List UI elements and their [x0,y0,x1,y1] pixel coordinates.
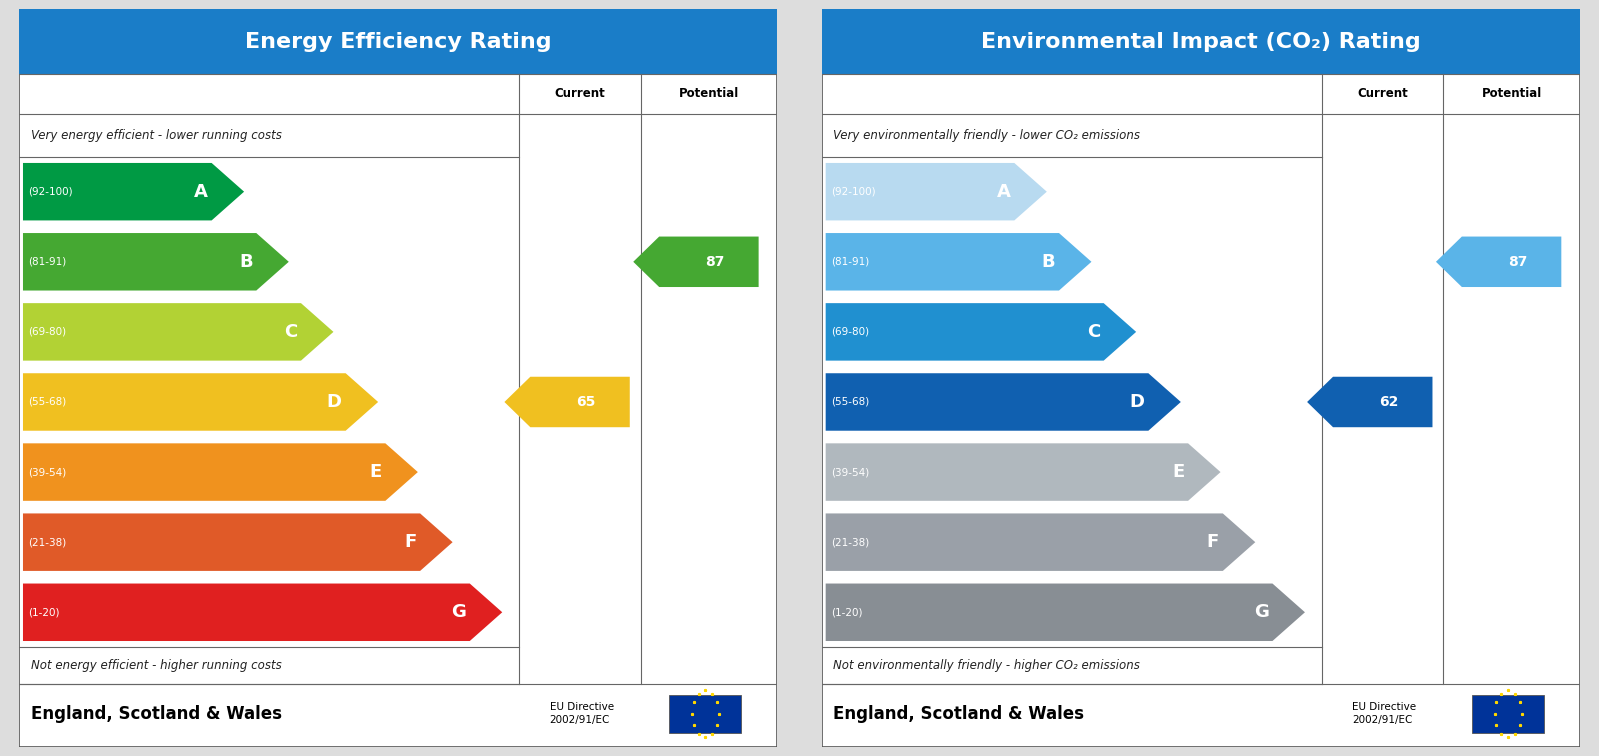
Polygon shape [22,513,453,571]
Text: (21-38): (21-38) [831,538,870,547]
Polygon shape [825,584,1305,641]
Text: EU Directive
2002/91/EC: EU Directive 2002/91/EC [1353,702,1417,725]
Text: 62: 62 [1378,395,1399,409]
Text: (39-54): (39-54) [29,467,67,477]
Text: Not energy efficient - higher running costs: Not energy efficient - higher running co… [30,659,281,672]
Text: G: G [1254,603,1268,621]
Polygon shape [825,443,1220,500]
Text: F: F [405,533,416,551]
Bar [1473,695,1545,733]
Polygon shape [22,163,245,221]
Text: EU Directive
2002/91/EC: EU Directive 2002/91/EC [550,702,614,725]
Text: (92-100): (92-100) [831,187,876,197]
Text: E: E [369,463,382,481]
Text: G: G [451,603,465,621]
Polygon shape [1436,237,1561,287]
Text: England, Scotland & Wales: England, Scotland & Wales [833,705,1084,723]
Text: Current: Current [1358,88,1409,101]
Text: 87: 87 [1508,255,1527,269]
Polygon shape [825,513,1255,571]
Text: (21-38): (21-38) [29,538,67,547]
Polygon shape [1306,376,1433,427]
Text: Current: Current [555,88,606,101]
Text: (1-20): (1-20) [831,607,862,617]
Text: Very energy efficient - lower running costs: Very energy efficient - lower running co… [30,129,281,141]
Text: (55-68): (55-68) [831,397,870,407]
Text: B: B [1041,253,1055,271]
Text: Potential: Potential [1482,88,1541,101]
Polygon shape [22,443,417,500]
Polygon shape [504,376,630,427]
Text: E: E [1172,463,1185,481]
Text: Energy Efficiency Rating: Energy Efficiency Rating [245,32,552,51]
Polygon shape [22,584,502,641]
Text: D: D [326,393,342,411]
Text: D: D [1129,393,1145,411]
Polygon shape [22,303,334,361]
Polygon shape [633,237,758,287]
Text: F: F [1207,533,1218,551]
Bar [670,695,742,733]
Bar [822,9,1580,74]
Text: (39-54): (39-54) [831,467,870,477]
Polygon shape [22,373,377,431]
Text: Not environmentally friendly - higher CO₂ emissions: Not environmentally friendly - higher CO… [833,659,1140,672]
Text: (92-100): (92-100) [29,187,74,197]
Text: Potential: Potential [680,88,739,101]
Text: (69-80): (69-80) [831,327,870,337]
Text: 65: 65 [576,395,596,409]
Polygon shape [825,163,1047,221]
Text: A: A [193,183,208,200]
Text: Very environmentally friendly - lower CO₂ emissions: Very environmentally friendly - lower CO… [833,129,1140,141]
Text: (55-68): (55-68) [29,397,67,407]
Polygon shape [825,373,1180,431]
Text: (69-80): (69-80) [29,327,67,337]
Text: (81-91): (81-91) [831,257,870,267]
Text: (81-91): (81-91) [29,257,67,267]
Polygon shape [22,233,289,290]
Text: B: B [238,253,253,271]
Text: (1-20): (1-20) [29,607,59,617]
Text: 87: 87 [705,255,724,269]
Text: A: A [996,183,1011,200]
Text: Environmental Impact (CO₂) Rating: Environmental Impact (CO₂) Rating [980,32,1422,51]
Polygon shape [825,233,1092,290]
Polygon shape [825,303,1137,361]
Text: C: C [1087,323,1100,341]
Bar [19,9,777,74]
Text: C: C [285,323,297,341]
Text: England, Scotland & Wales: England, Scotland & Wales [30,705,281,723]
